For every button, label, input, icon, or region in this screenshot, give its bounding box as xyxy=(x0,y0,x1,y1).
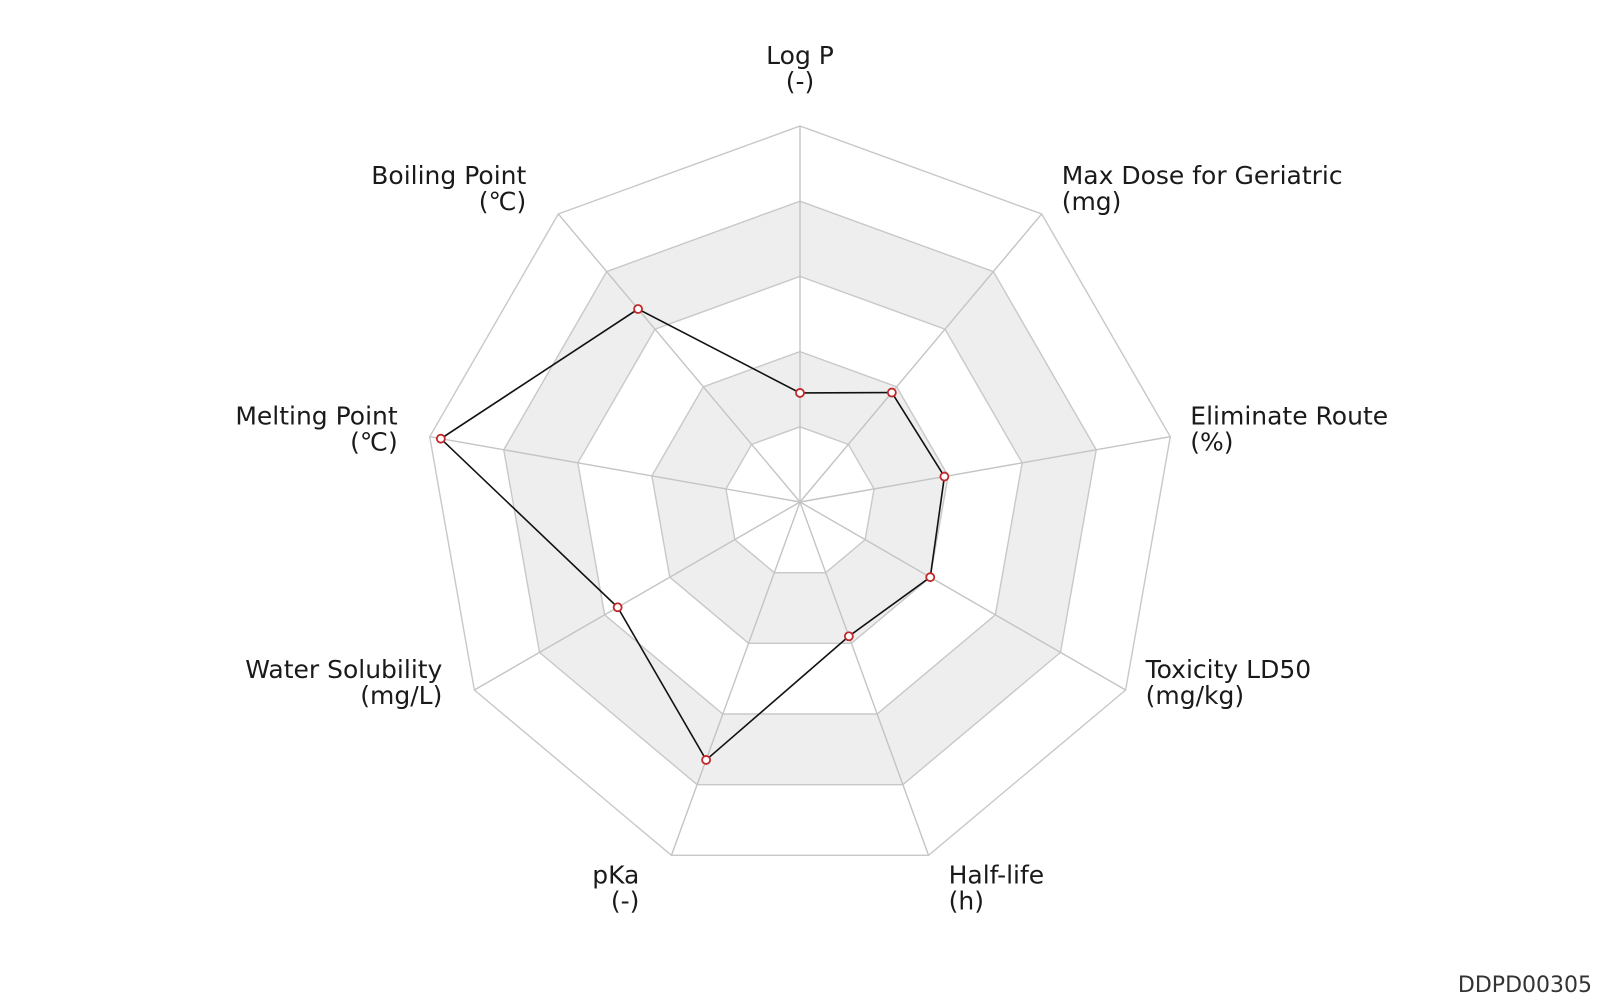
grid-ring-2 xyxy=(651,350,949,645)
axis-spoke-7 xyxy=(474,501,801,691)
series-line-1 xyxy=(439,308,946,762)
data-point-8 xyxy=(435,433,446,444)
axis-label-1: Log P (-) xyxy=(766,41,834,96)
data-point-2 xyxy=(886,387,897,398)
data-point-3 xyxy=(939,471,950,482)
axis-unit-9: (℃) xyxy=(479,187,527,216)
data-point-5 xyxy=(843,631,854,642)
data-point-1 xyxy=(795,388,805,398)
axis-unit-8: (℃) xyxy=(350,428,398,457)
axis-label-4: Toxicity LD50 (mg/kg) xyxy=(1145,655,1312,710)
grid-ring-4 xyxy=(503,200,1097,786)
data-point-4 xyxy=(925,572,936,583)
axis-spoke-3 xyxy=(799,436,1171,503)
axis-name-4: Toxicity LD50 xyxy=(1145,655,1312,684)
grid-ring-5 xyxy=(428,125,1172,857)
axis-spoke-2 xyxy=(799,213,1043,503)
axis-unit-7: (mg/L) xyxy=(360,681,442,710)
data-point-7 xyxy=(612,602,623,613)
axis-name-9: Boiling Point xyxy=(371,161,526,190)
axis-label-2: Max Dose for Geriatric (mg) xyxy=(1062,161,1343,216)
grid-ring-1 xyxy=(725,426,875,574)
data-point-9 xyxy=(633,304,643,314)
axis-name-1: Log P xyxy=(766,41,834,70)
axis-name-8: Melting Point xyxy=(235,402,398,431)
axis-label-7: Water Solubility (mg/L) xyxy=(245,655,442,710)
axis-spoke-8 xyxy=(429,436,801,503)
axis-unit-3: (%) xyxy=(1190,428,1233,457)
axis-name-5: Half-life xyxy=(949,860,1045,889)
data-point-6 xyxy=(701,755,712,765)
grid-band-1 xyxy=(651,351,949,644)
axis-spoke-6 xyxy=(670,501,801,856)
watermark-id: DDPD00305 xyxy=(1458,973,1592,998)
axis-spoke-5 xyxy=(799,501,930,856)
axis-spoke-9 xyxy=(557,213,801,503)
grid-ring-3 xyxy=(577,275,1023,715)
axis-unit-4: (mg/kg) xyxy=(1146,681,1245,710)
axis-label-9: Boiling Point (℃) xyxy=(371,161,526,216)
axis-unit-1: (-) xyxy=(786,67,815,96)
axis-unit-5: (h) xyxy=(949,886,984,915)
axis-name-7: Water Solubility xyxy=(245,655,442,684)
axis-label-5: Half-life (h) xyxy=(949,860,1045,915)
axis-label-3: Eliminate Route (%) xyxy=(1190,402,1388,457)
axis-unit-6: (-) xyxy=(611,886,640,915)
axis-name-2: Max Dose for Geriatric xyxy=(1062,161,1343,190)
axis-label-8: Melting Point (℃) xyxy=(235,402,398,457)
axis-name-6: pKa xyxy=(592,860,639,889)
axis-label-6: pKa (-) xyxy=(592,860,639,915)
axis-unit-2: (mg) xyxy=(1062,187,1122,216)
axis-name-3: Eliminate Route xyxy=(1190,402,1388,431)
axis-spoke-4 xyxy=(799,501,1126,691)
